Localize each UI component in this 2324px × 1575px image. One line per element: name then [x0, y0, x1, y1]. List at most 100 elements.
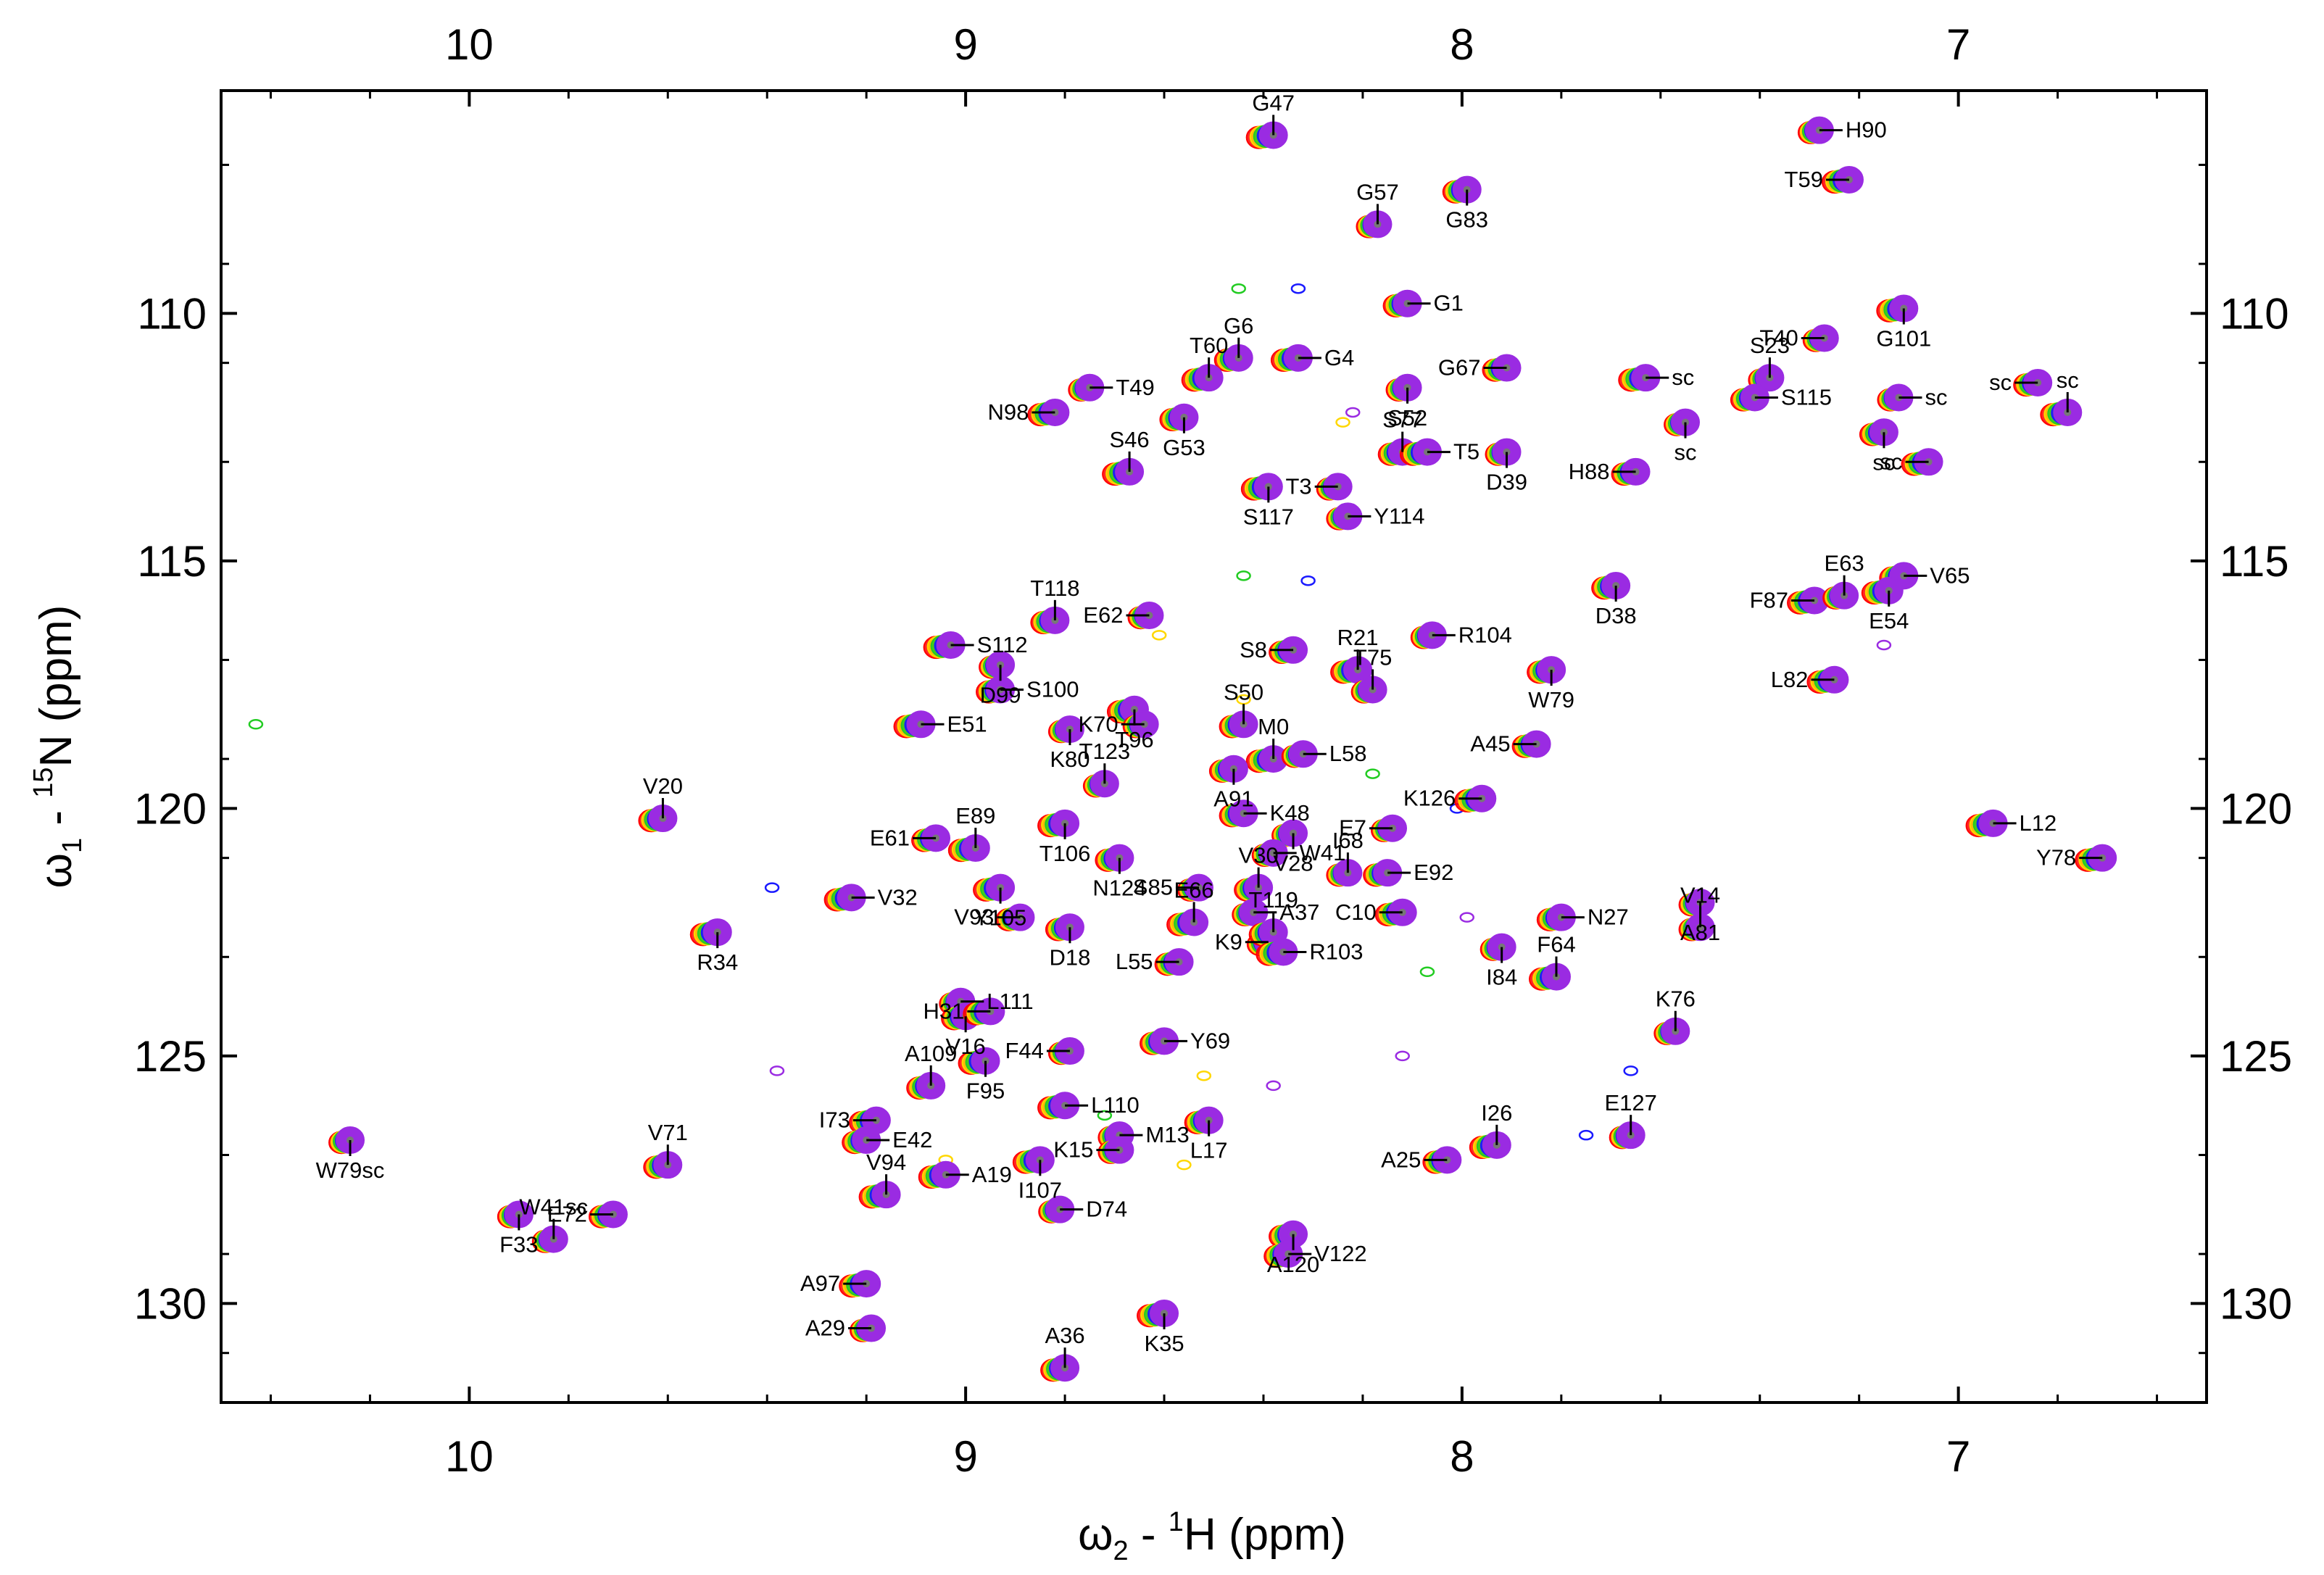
peak-label: F64 [1537, 932, 1575, 957]
peak-cluster [1609, 1121, 1646, 1150]
peak-label: S117 [1243, 504, 1294, 529]
peak-cluster [1106, 695, 1149, 723]
peak-label: T3 [1286, 473, 1312, 499]
peak-label: S8 [1240, 637, 1267, 662]
peak-label: K76 [1656, 986, 1696, 1012]
y-tick-label-left: 120 [134, 784, 207, 833]
peak-label: D74 [1086, 1197, 1127, 1222]
peak-label: F44 [1005, 1038, 1044, 1063]
peak-label: L82 [1771, 667, 1809, 692]
noise-peak [1236, 570, 1251, 581]
peak-label: G47 [1252, 90, 1295, 115]
peak-cluster [1037, 809, 1080, 838]
peak-cluster [1326, 859, 1363, 887]
peak-label: V16 [946, 1034, 986, 1059]
peak-cluster [939, 987, 976, 1015]
peak-cluster [1528, 963, 1571, 991]
y-tick-label-left: 115 [137, 537, 207, 586]
peak-label: K15 [1053, 1137, 1093, 1163]
peak-cluster [823, 884, 866, 912]
noise-peak [1231, 283, 1246, 294]
peak-cluster [2075, 844, 2117, 872]
peak-label: E63 [1825, 551, 1864, 576]
peak-labels: G47 H90 G83 T59 G57 G1 G101 T40 G6 G4 S52 G67 T60 T49… [316, 90, 2103, 1368]
y-tick-label-right: 125 [2220, 1032, 2292, 1081]
noise-peak [1623, 1065, 1638, 1076]
noise-peak [248, 719, 264, 730]
peak-label: H88 [1569, 459, 1610, 484]
peak-cluster [893, 710, 936, 739]
noise-peak [1097, 1110, 1113, 1121]
x-tick-label-bottom: 10 [445, 1432, 494, 1481]
peak-label: L12 [2020, 810, 2057, 836]
noise-peak [1236, 694, 1251, 705]
peak-label: V14 [1680, 882, 1720, 907]
peak-label: D18 [1049, 944, 1090, 970]
peak-label: V65 [1930, 562, 1970, 588]
noise-peak [1876, 639, 1892, 651]
peak-cluster [963, 997, 1005, 1026]
peak-cluster [958, 1047, 1000, 1075]
peak-label: S23 [1750, 333, 1790, 358]
peak-label: V28 [1273, 851, 1313, 876]
peak-cluster [1350, 676, 1387, 704]
peak-cluster [1245, 745, 1288, 773]
peak-label: T60 [1190, 333, 1228, 358]
y-tick-label-right: 130 [2220, 1279, 2292, 1328]
peak-label: S50 [1224, 679, 1263, 705]
peak-label: V32 [878, 884, 918, 910]
peak-label: I107 [1018, 1177, 1062, 1202]
peak-cluster [1166, 908, 1209, 936]
peak-label: A109 [905, 1041, 957, 1066]
peak-label: L111 [987, 989, 1033, 1014]
peak-cluster [1806, 665, 1849, 694]
noise-peak [1266, 1080, 1281, 1092]
peak-label: T96 [1115, 727, 1153, 752]
peak-label: M13 [1145, 1122, 1189, 1147]
peak-label: sc [2057, 367, 2079, 393]
noise-peak [1578, 1129, 1594, 1141]
peak-cluster [689, 918, 732, 947]
peak-cluster [1232, 898, 1269, 927]
peak-label: G4 [1324, 345, 1354, 370]
peak-label: K126 [1403, 786, 1456, 811]
peak-cluster [1027, 398, 1070, 427]
x-axis-title: ω2 - 1H (ppm) [1078, 1507, 1346, 1566]
peak-label: A120 [1267, 1252, 1319, 1277]
peak-label: S115 [1781, 384, 1832, 410]
peak-label: V94 [866, 1150, 906, 1175]
peak-cluster [1618, 364, 1661, 392]
peak-label: W41sc [519, 1194, 588, 1220]
peak-label: G101 [1876, 326, 1931, 352]
peak-label: T75 [1353, 644, 1392, 670]
peak-label: Y69 [1190, 1028, 1230, 1053]
peak-cluster [1281, 740, 1318, 768]
peak-label: T123 [1079, 739, 1131, 764]
y-tick-label-right: 115 [2220, 537, 2289, 586]
peak-label: G57 [1356, 179, 1399, 204]
peak-label: T118 [1030, 575, 1079, 601]
peak-reference-marker [1478, 794, 1486, 802]
peak-label: Y78 [2036, 845, 2076, 870]
peak-label: Y114 [1374, 503, 1424, 528]
peak-label: G83 [1445, 207, 1488, 233]
peak-label: L17 [1190, 1138, 1228, 1163]
peak-cluster [1256, 938, 1298, 966]
peak-cluster [1326, 502, 1363, 531]
peak-cluster [1047, 715, 1084, 744]
peak-label: L55 [1116, 949, 1153, 974]
peak-cluster [1245, 121, 1288, 149]
peak-cluster [1082, 770, 1119, 798]
peak-label: T59 [1785, 167, 1823, 192]
noise-peak [1196, 1070, 1212, 1081]
peak-label: L110 [1091, 1092, 1140, 1118]
noise-peak [1290, 283, 1306, 294]
peak-label: L58 [1329, 741, 1367, 766]
peak-label: A19 [972, 1162, 1012, 1187]
peak-cluster [1219, 799, 1258, 828]
peak-cluster [497, 1200, 534, 1229]
peak-label: A91 [1213, 786, 1253, 812]
peak-label: F33 [499, 1231, 538, 1257]
peak-label: H31 [923, 998, 964, 1023]
